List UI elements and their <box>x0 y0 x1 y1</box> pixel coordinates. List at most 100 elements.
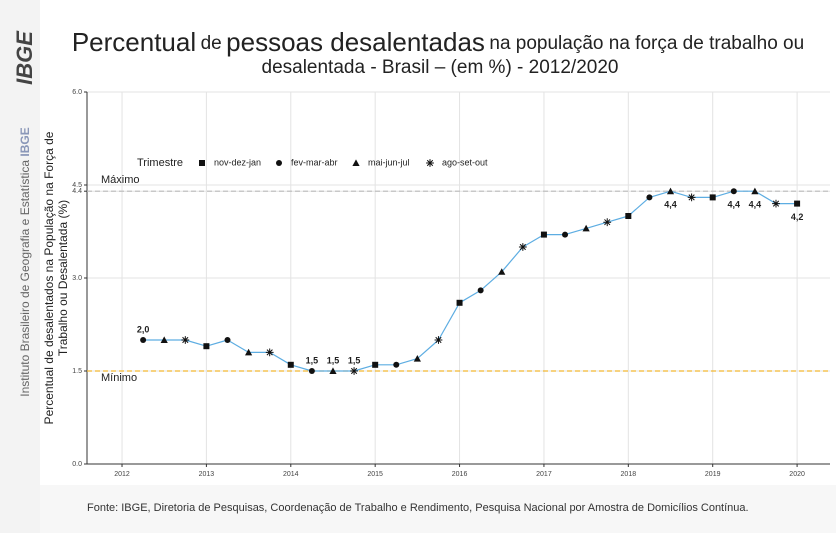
marker <box>582 224 590 232</box>
marker <box>772 199 780 208</box>
series-line <box>437 302 461 341</box>
series-line <box>649 190 671 198</box>
source: Fonte: IBGE, Diretoria de Pesquisas, Coo… <box>87 502 749 514</box>
y-axis-label: Percentual de desalentados na População … <box>42 131 56 424</box>
reference-label: Máximo <box>101 174 140 186</box>
x-tick-label: 2019 <box>705 471 721 478</box>
series-line <box>522 234 545 248</box>
marker <box>498 268 506 275</box>
marker <box>794 200 801 207</box>
marker <box>329 367 337 374</box>
data-label: 4,4 <box>664 200 677 210</box>
series-line <box>290 364 313 372</box>
institute-abbr: IBGE <box>18 127 32 156</box>
legend-title: Trimestre <box>137 157 183 169</box>
series-line <box>206 339 228 347</box>
marker <box>687 193 696 202</box>
marker <box>518 243 527 251</box>
y-tick-label: 6.0 <box>72 89 82 96</box>
legend-marker <box>199 160 205 166</box>
reference-label: Mínimo <box>101 372 137 384</box>
x-tick-label: 2018 <box>621 471 637 478</box>
marker <box>350 367 358 375</box>
series-line <box>607 215 629 223</box>
institute-name: Instituto Brasileiro de Geografia e Esta… <box>18 160 32 397</box>
marker <box>393 361 400 368</box>
y-tick-label: 1.5 <box>72 368 82 375</box>
title-part: na população na força de trabalho ou <box>489 33 804 54</box>
marker <box>287 361 294 368</box>
series-line <box>353 364 376 372</box>
institute: Instituto Brasileiro de Geografia e Esta… <box>18 127 32 396</box>
series-line <box>670 190 692 198</box>
marker <box>181 336 190 344</box>
marker <box>434 336 443 344</box>
x-tick-label: 2016 <box>452 471 468 478</box>
marker <box>625 213 632 219</box>
legend-label: mai-jun-jul <box>368 157 410 167</box>
marker <box>666 187 675 195</box>
y-axis-label: Trabalho ou Desalentada (%) <box>56 200 70 356</box>
title-part: pessoas desalentadas <box>226 27 485 57</box>
data-label: 4,4 <box>749 200 762 210</box>
series-line <box>501 246 524 273</box>
marker <box>751 187 759 195</box>
series-line <box>627 196 650 217</box>
marker <box>456 299 463 306</box>
chart-title: Percentual de pessoas desalentadas na po… <box>72 27 804 57</box>
marker <box>603 218 612 227</box>
marker <box>709 194 716 201</box>
marker <box>308 368 315 374</box>
data-label: 4,2 <box>791 212 804 222</box>
series-line <box>712 190 734 198</box>
title-part: de <box>201 33 222 54</box>
title-part: Percentual <box>72 27 196 57</box>
y-tick-label: 4.5 <box>72 182 82 189</box>
x-tick-label: 2020 <box>789 471 805 478</box>
marker <box>224 337 231 343</box>
data-label: 4,4 <box>728 200 741 210</box>
marker <box>413 355 421 362</box>
legend-marker <box>352 159 360 166</box>
series-line <box>754 190 777 205</box>
marker <box>244 348 253 356</box>
legend-label: nov-dez-jan <box>214 157 261 167</box>
marker <box>160 336 168 343</box>
x-tick-label: 2013 <box>199 471 215 478</box>
marker <box>265 348 274 357</box>
x-tick-label: 2017 <box>536 471 552 478</box>
data-label: 1,5 <box>327 355 340 365</box>
chart-title: desalentada - Brasil – (em %) - 2012/202… <box>262 57 619 78</box>
marker <box>372 361 379 368</box>
data-label: 1,5 <box>306 355 319 365</box>
marker <box>562 231 569 238</box>
y-tick-label: 3.0 <box>72 275 82 282</box>
marker <box>477 287 484 294</box>
legend-marker <box>426 159 434 167</box>
y-tick-label: 0.0 <box>72 461 82 468</box>
x-tick-label: 2012 <box>114 471 130 478</box>
sidebar <box>0 0 40 533</box>
series-line <box>396 358 418 366</box>
x-tick-label: 2015 <box>367 471 383 478</box>
data-label: 1,5 <box>348 355 361 365</box>
series-line <box>269 351 292 366</box>
series-line <box>227 339 249 353</box>
series-line <box>585 221 608 229</box>
legend-label: fev-mar-abr <box>291 157 338 167</box>
y-tick-label: 4.4 <box>72 188 82 195</box>
data-label: 2,0 <box>137 324 150 334</box>
series-line <box>416 339 439 360</box>
x-tick-label: 2014 <box>283 471 299 478</box>
footer-band <box>40 485 836 533</box>
series-line <box>564 227 587 236</box>
legend-label: ago-set-out <box>442 157 488 167</box>
logo: IBGE <box>12 30 37 85</box>
marker <box>540 231 547 238</box>
marker <box>140 337 147 343</box>
series-line <box>480 271 503 291</box>
marker <box>730 188 737 195</box>
series-line <box>459 289 481 304</box>
